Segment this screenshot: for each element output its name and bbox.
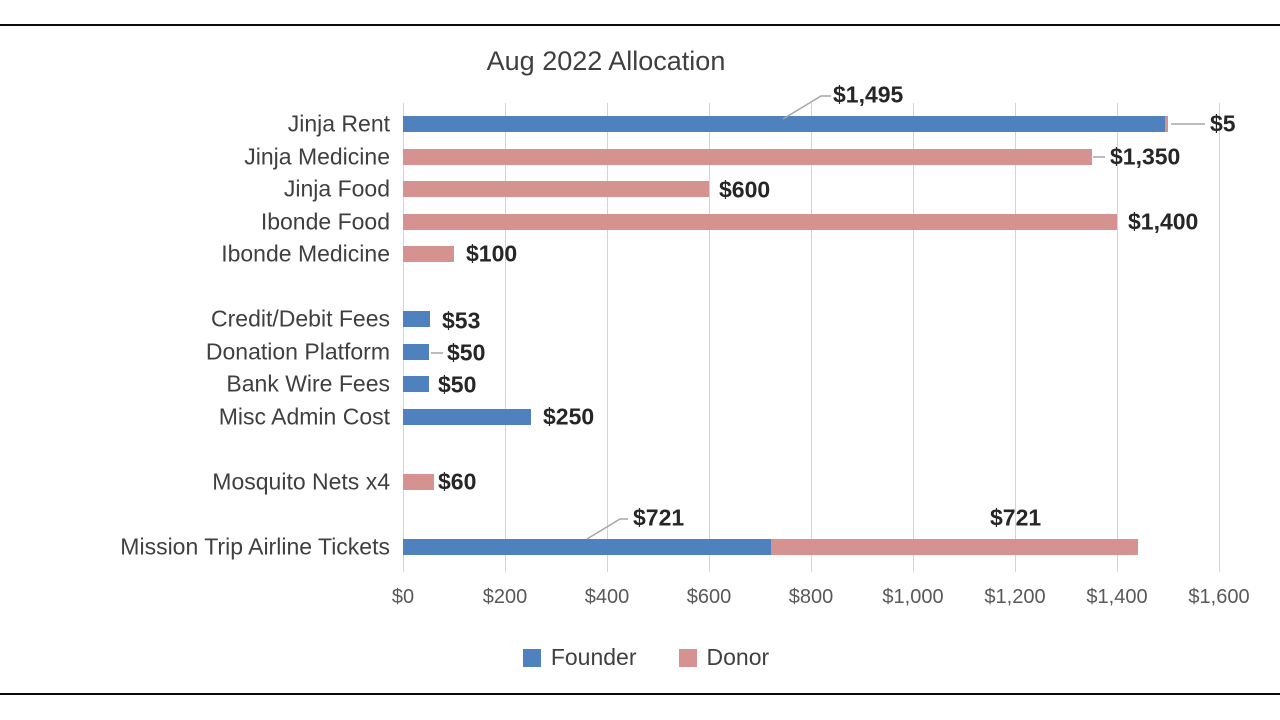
x-axis-tick-label: $200 xyxy=(482,586,528,608)
value-label: $250 xyxy=(543,403,595,430)
chart-title: Aug 2022 Allocation xyxy=(486,46,726,76)
category-label: Credit/Debit Fees xyxy=(211,305,390,332)
x-axis-tick-label: $400 xyxy=(584,586,630,608)
frame-top-line xyxy=(0,24,1280,26)
bar-segment-founder xyxy=(403,538,771,555)
value-label: $721 xyxy=(990,504,1042,531)
bar-segment-founder xyxy=(403,408,531,425)
category-label: Mission Trip Airline Tickets xyxy=(120,533,390,560)
gridline xyxy=(1015,103,1016,572)
legend-label: Founder xyxy=(550,644,637,670)
bar-segment-donor xyxy=(403,181,709,198)
value-label: $1,495 xyxy=(833,81,904,108)
bar-segment-donor xyxy=(403,148,1092,165)
x-axis-tick-label: $1,200 xyxy=(984,586,1046,608)
bar-segment-donor xyxy=(403,473,434,490)
gridline xyxy=(1117,103,1118,572)
gridline xyxy=(811,103,812,572)
gridline xyxy=(403,103,404,572)
legend-item-donor: Donor xyxy=(678,644,770,671)
value-label: $53 xyxy=(442,307,481,334)
category-label: Jinja Rent xyxy=(287,110,390,137)
frame-bottom-line xyxy=(0,693,1280,695)
gridline xyxy=(709,103,710,572)
value-label: $50 xyxy=(447,339,486,366)
x-axis-tick-label: $1,400 xyxy=(1086,586,1148,608)
bar-segment-donor xyxy=(403,246,454,263)
x-axis-tick-label: $0 xyxy=(391,586,415,608)
gridline xyxy=(607,103,608,572)
bar-segment-donor xyxy=(770,538,1139,555)
x-axis-tick-label: $1,600 xyxy=(1188,586,1250,608)
bar-segment-founder xyxy=(403,311,431,328)
category-label: Donation Platform xyxy=(205,338,390,365)
category-label: Bank Wire Fees xyxy=(226,370,390,397)
legend: Founder Donor xyxy=(0,644,1280,671)
category-label: Ibonde Medicine xyxy=(221,240,390,267)
legend-swatch-icon xyxy=(678,648,697,667)
gridline xyxy=(1219,103,1220,572)
category-label: Misc Admin Cost xyxy=(218,403,390,430)
value-label: $5 xyxy=(1210,110,1236,137)
value-label: $600 xyxy=(719,176,771,203)
legend-label: Donor xyxy=(706,644,770,670)
category-label: Jinja Medicine xyxy=(244,143,390,170)
value-label: $721 xyxy=(633,504,685,531)
bar-segment-donor xyxy=(403,213,1117,230)
value-label: $100 xyxy=(466,240,518,267)
bar-segment-founder xyxy=(403,376,429,393)
legend-swatch-icon xyxy=(522,648,541,667)
value-label: $50 xyxy=(438,371,477,398)
x-axis-tick-label: $1,000 xyxy=(882,586,944,608)
bar-segment-donor xyxy=(1165,116,1168,133)
value-label: $60 xyxy=(438,468,477,495)
legend-item-founder: Founder xyxy=(522,644,637,671)
gridline xyxy=(913,103,914,572)
category-label: Mosquito Nets x4 xyxy=(212,468,390,495)
value-label: $1,350 xyxy=(1110,143,1181,170)
x-axis-tick-label: $600 xyxy=(686,586,732,608)
gridline xyxy=(505,103,506,572)
category-label: Ibonde Food xyxy=(260,208,390,235)
bar-segment-founder xyxy=(403,343,429,360)
category-label: Jinja Food xyxy=(283,175,390,202)
x-axis-tick-label: $800 xyxy=(788,586,834,608)
value-label: $1,400 xyxy=(1128,208,1199,235)
bar-segment-founder xyxy=(403,116,1166,133)
